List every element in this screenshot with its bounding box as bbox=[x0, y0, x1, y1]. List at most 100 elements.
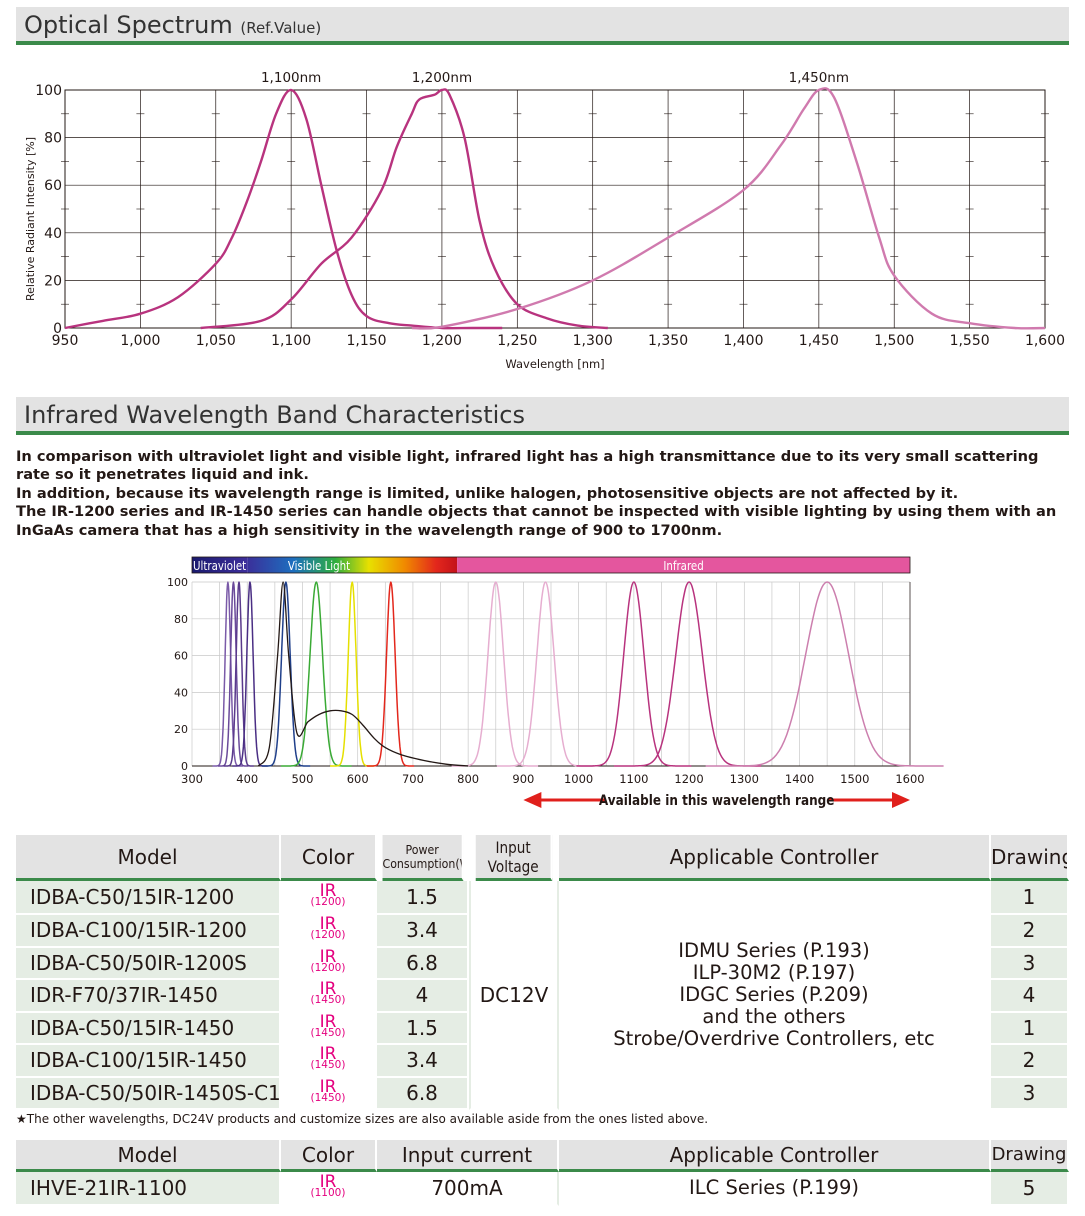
controller-line: and the others bbox=[702, 1004, 846, 1028]
drawing-cell: 2 bbox=[991, 1045, 1069, 1078]
series-line bbox=[200, 88, 608, 330]
x-tick-label: 1000 bbox=[564, 772, 593, 786]
controller-line: ILP-30M2 (P.197) bbox=[692, 960, 856, 984]
header-drawing: Drawing bbox=[991, 835, 1069, 881]
peak-label: 1,100nm bbox=[261, 70, 321, 86]
y-tick-label: 100 bbox=[167, 576, 188, 589]
x-tick-label: 1,550 bbox=[950, 333, 990, 349]
band-label: Visible Light bbox=[288, 558, 351, 573]
x-tick-label: 1,100 bbox=[271, 333, 311, 349]
drawing-cell: 2 bbox=[991, 915, 1069, 948]
x-tick-label: 400 bbox=[236, 772, 258, 786]
table-row: IDBA-C100/15IR-1450 IR (1450) 3.4 2 bbox=[16, 1045, 1069, 1078]
band-ultraviolet bbox=[192, 557, 248, 573]
y-tick-label: 0 bbox=[181, 760, 188, 773]
color-cell: IR (1200) bbox=[281, 947, 377, 980]
table-row: IDR-F70/37IR-1450 IR (1450) 4 4 bbox=[16, 980, 1069, 1013]
drawing-cell: 5 bbox=[991, 1172, 1069, 1206]
controller-cell: ILC Series (P.199) bbox=[559, 1172, 991, 1206]
y-tick-label: 20 bbox=[44, 273, 62, 289]
range-label-bg bbox=[604, 790, 829, 810]
band-visible bbox=[247, 557, 458, 573]
series-line bbox=[217, 581, 249, 767]
power-cell: 6.8 bbox=[377, 947, 469, 980]
y-tick-label: 20 bbox=[174, 723, 188, 736]
drawing-cell: 4 bbox=[991, 980, 1069, 1013]
input-current-cell: 700mA bbox=[377, 1172, 559, 1206]
power-cell: 3.4 bbox=[377, 1045, 469, 1078]
optical-spectrum-title: Optical Spectrum (Ref.Value) bbox=[24, 11, 322, 39]
model-cell: IDBA-C50/50IR-1200S bbox=[16, 947, 281, 980]
header-drawing: Drawing bbox=[991, 1140, 1069, 1172]
input-voltage-cell: DC12V bbox=[469, 881, 559, 1110]
peak-label: 1,200nm bbox=[412, 70, 472, 86]
model-cell: IDBA-C50/15IR-1450 bbox=[16, 1012, 281, 1045]
header-model: Model bbox=[16, 835, 281, 881]
series-line bbox=[576, 581, 692, 767]
arrow-left bbox=[523, 792, 542, 808]
series-line bbox=[223, 581, 254, 767]
power-cell: 4 bbox=[377, 980, 469, 1013]
infrared-band-header: Infrared Wavelength Band Characteristics bbox=[16, 397, 1069, 435]
power-cell: 1.5 bbox=[377, 881, 469, 915]
color-cell: IR (1200) bbox=[281, 881, 377, 915]
description-line-2: In addition, because its wavelength rang… bbox=[16, 484, 959, 502]
range-label: Available in this wavelength range bbox=[599, 793, 835, 809]
model-cell: IDBA-C50/15IR-1200 bbox=[16, 881, 281, 915]
drawing-cell: 3 bbox=[991, 1077, 1069, 1110]
x-tick-label: 1300 bbox=[730, 772, 759, 786]
x-tick-label: 800 bbox=[457, 772, 479, 786]
peak-label: 1,450nm bbox=[789, 70, 849, 86]
controller-line: Strobe/Overdrive Controllers, etc bbox=[613, 1026, 935, 1050]
y-tick-label: 60 bbox=[44, 178, 62, 194]
x-tick-label: 1200 bbox=[674, 772, 703, 786]
y-tick-label: 80 bbox=[174, 613, 188, 626]
color-cell: IR (1450) bbox=[281, 1012, 377, 1045]
series-line bbox=[366, 581, 415, 767]
color-cell: IR (1450) bbox=[281, 980, 377, 1013]
x-tick-label: 1100 bbox=[619, 772, 648, 786]
y-tick-label: 100 bbox=[35, 83, 62, 99]
x-tick-label: 600 bbox=[347, 772, 369, 786]
y-tick-label: 60 bbox=[174, 650, 188, 663]
band-label: Ultraviolet bbox=[193, 558, 247, 573]
series-line bbox=[261, 581, 311, 767]
table-row: IDBA-C50/15IR-1450 IR (1450) 1.5 1 bbox=[16, 1012, 1069, 1045]
series-line bbox=[705, 581, 944, 767]
series-line bbox=[411, 87, 1046, 330]
color-cell: IR (1200) bbox=[281, 915, 377, 948]
optical-spectrum-chart: 950 1,000 1,050 1,100 1,150 1,200 1,250 1,300 1,… bbox=[24, 70, 1065, 371]
header-color: Color bbox=[281, 835, 377, 881]
series-line bbox=[613, 581, 762, 767]
model-cell: IDBA-C100/15IR-1200 bbox=[16, 915, 281, 948]
power-cell: 1.5 bbox=[377, 1012, 469, 1045]
power-cell: 6.8 bbox=[377, 1077, 469, 1110]
band-label: Infrared bbox=[663, 558, 703, 573]
model-cell: IDR-F70/37IR-1450 bbox=[16, 980, 281, 1013]
drawing-cell: 1 bbox=[991, 881, 1069, 915]
model-cell: IHVE-21IR-1100 bbox=[16, 1172, 281, 1206]
header-model: Model bbox=[16, 1140, 281, 1172]
drawing-cell: 3 bbox=[991, 947, 1069, 980]
arrow-right bbox=[892, 792, 910, 808]
color-cell: IR (1100) bbox=[281, 1172, 377, 1206]
series-line bbox=[64, 88, 503, 330]
model-cell: IDBA-C50/50IR-1450S-C1 bbox=[16, 1077, 281, 1110]
y-tick-label: 0 bbox=[53, 321, 62, 337]
x-tick-label: 1,000 bbox=[120, 333, 160, 349]
header-color: Color bbox=[281, 1140, 377, 1172]
table-row: IDBA-C50/15IR-1200 IR (1200) 1.5 DC12V IDM… bbox=[16, 881, 1069, 1110]
x-tick-label: 1,050 bbox=[196, 333, 236, 349]
x-tick-label: 1,500 bbox=[874, 333, 914, 349]
table-row: IDBA-C50/50IR-1450S-C1 IR (1450) 6.8 3 bbox=[16, 1077, 1069, 1110]
series-line bbox=[451, 581, 539, 767]
series-line bbox=[330, 581, 375, 767]
x-tick-label: 950 bbox=[52, 333, 79, 349]
y-tick-label: 40 bbox=[174, 686, 188, 699]
x-tick-label: 1,150 bbox=[346, 333, 386, 349]
x-tick-label: 500 bbox=[291, 772, 313, 786]
optical-spectrum-header: Optical Spectrum (Ref.Value) bbox=[16, 7, 1069, 45]
